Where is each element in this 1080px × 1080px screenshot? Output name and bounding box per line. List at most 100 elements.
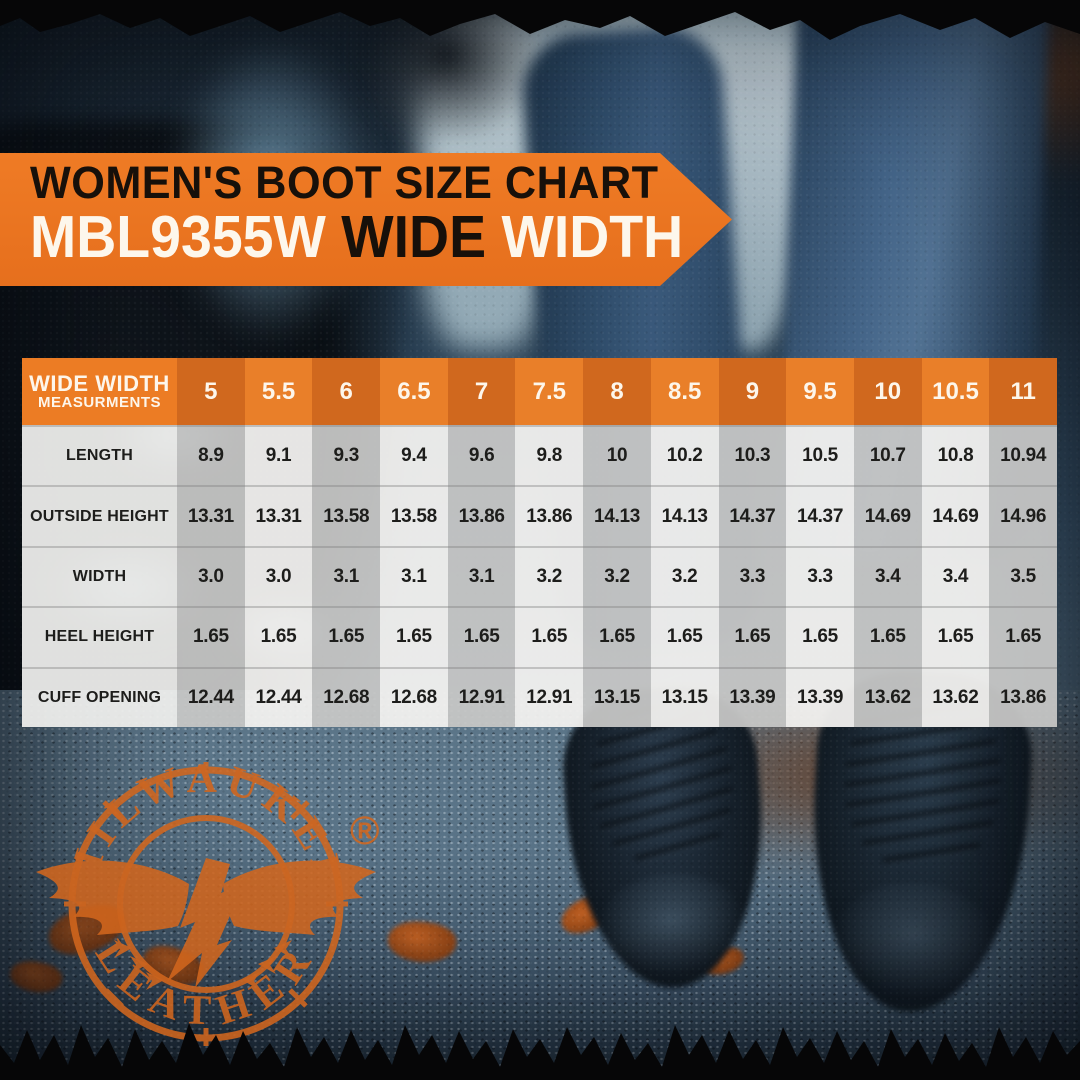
row-label: HEEL HEIGHT — [22, 606, 177, 667]
measurement-cell: 3.1 — [380, 545, 448, 607]
measurement-cell: 9.6 — [447, 425, 516, 486]
row-label: WIDTH — [22, 545, 177, 607]
measurement-cell: 12.91 — [447, 666, 516, 727]
measurement-cell: 3.1 — [312, 545, 381, 607]
measurement-cell: 10 — [583, 425, 651, 486]
measurement-cell: 14.96 — [989, 485, 1057, 546]
size-header-cell: 7.5 — [515, 358, 584, 425]
measurement-cell: 13.39 — [718, 666, 787, 727]
size-header-cell: 9 — [718, 358, 787, 425]
measurement-cell: 1.65 — [989, 606, 1057, 667]
size-header-cell: 5 — [177, 358, 245, 425]
measurement-cell: 1.65 — [447, 606, 516, 667]
measurement-cell: 3.2 — [650, 545, 719, 607]
measurement-cell: 1.65 — [786, 606, 854, 667]
measurement-cell: 12.68 — [380, 666, 448, 727]
measurement-cell: 8.9 — [177, 425, 245, 486]
size-header-cell: 10 — [853, 358, 922, 425]
measurement-cell: 14.13 — [583, 485, 651, 546]
table-header-measurements: WIDE WIDTH MEASURMENTS — [22, 358, 177, 425]
measurement-cell: 1.65 — [515, 606, 584, 667]
measurement-cell: 3.4 — [853, 545, 922, 607]
measurement-cell: 13.86 — [515, 485, 584, 546]
measurement-cell: 9.3 — [312, 425, 381, 486]
size-header-cell: 5.5 — [244, 358, 313, 425]
measurement-cell: 14.69 — [921, 485, 990, 546]
size-table: WIDE WIDTH MEASURMENTS 5 5.5 6 6.5 7 7.5 8 8.5 9… — [22, 358, 1057, 727]
leaf — [385, 917, 459, 967]
size-header-cell: 8 — [583, 358, 651, 425]
page-subtitle: MBL9355W WIDE WIDTH — [30, 207, 690, 267]
eagle-wing-left-icon — [36, 860, 189, 935]
measurement-cell: 13.58 — [380, 485, 448, 546]
measurement-cell: 9.1 — [244, 425, 313, 486]
measurement-cell: 1.65 — [380, 606, 448, 667]
torn-edge-top — [0, 0, 1080, 40]
model-number: MBL9355W — [30, 203, 342, 270]
measurement-cell: 3.3 — [786, 545, 854, 607]
measurement-cell: 3.2 — [583, 545, 651, 607]
measurement-cell: 3.0 — [244, 545, 313, 607]
measurement-cell: 10.8 — [921, 425, 990, 486]
eagle-wing-right-icon — [223, 860, 376, 935]
measurement-cell: 13.31 — [177, 485, 245, 546]
leaf — [644, 862, 698, 910]
measurement-cell: 1.65 — [853, 606, 922, 667]
measurement-cell: 12.68 — [312, 666, 381, 727]
measurement-cell: 3.5 — [989, 545, 1057, 607]
measurement-cell: 1.65 — [312, 606, 381, 667]
measurement-cell: 1.65 — [244, 606, 313, 667]
width-word: WIDTH — [501, 203, 684, 270]
size-header-cell: 6 — [312, 358, 381, 425]
measurement-cell: 10.3 — [718, 425, 787, 486]
measurement-cell: 9.4 — [380, 425, 448, 486]
measurement-cell: 12.44 — [177, 666, 245, 727]
size-header-cell: 7 — [447, 358, 516, 425]
measurement-cell: 1.65 — [650, 606, 719, 667]
measurement-cell: 13.62 — [853, 666, 922, 727]
header-line1: WIDE WIDTH — [29, 371, 170, 397]
measurement-cell: 1.65 — [177, 606, 245, 667]
measurement-cell: 13.15 — [583, 666, 651, 727]
measurement-cell: 1.65 — [718, 606, 787, 667]
measurement-cell: 13.86 — [447, 485, 516, 546]
row-label: CUFF OPENING — [22, 666, 177, 727]
measurement-cell: 13.31 — [244, 485, 313, 546]
measurement-cell: 3.4 — [921, 545, 990, 607]
size-header-cell: 10.5 — [921, 358, 990, 425]
measurement-cell: 12.91 — [515, 666, 584, 727]
measurement-cell: 13.15 — [650, 666, 719, 727]
measurement-cell: 1.65 — [583, 606, 651, 667]
leaf — [698, 945, 746, 977]
header-line2: MEASURMENTS — [37, 394, 161, 412]
registered-trademark-icon: ® — [350, 809, 379, 853]
boot-toecap — [594, 868, 750, 981]
measurement-cell: 14.37 — [718, 485, 787, 546]
measurement-cell: 10.94 — [989, 425, 1057, 486]
leaf — [555, 887, 621, 941]
measurement-cell: 13.39 — [786, 666, 854, 727]
measurement-cell: 13.62 — [921, 666, 990, 727]
boot-left — [557, 681, 774, 995]
page-title: WOMEN'S BOOT SIZE CHART — [30, 157, 659, 208]
measurement-cell: 9.8 — [515, 425, 584, 486]
size-header-cell: 9.5 — [786, 358, 854, 425]
size-header-cell: 11 — [989, 358, 1057, 425]
size-header-cell: 8.5 — [650, 358, 719, 425]
row-label: OUTSIDE HEIGHT — [22, 485, 177, 546]
torn-edge-bottom — [0, 1023, 1080, 1080]
measurement-cell: 13.86 — [989, 666, 1057, 727]
measurement-cell: 3.0 — [177, 545, 245, 607]
measurement-cell: 13.58 — [312, 485, 381, 546]
measurement-cell: 14.69 — [853, 485, 922, 546]
size-header-cell: 6.5 — [380, 358, 448, 425]
wide-word: WIDE — [341, 203, 502, 270]
measurement-cell: 12.44 — [244, 666, 313, 727]
row-label: LENGTH — [22, 425, 177, 486]
measurement-cell: 1.65 — [921, 606, 990, 667]
measurement-cell: 10.7 — [853, 425, 922, 486]
measurement-cell: 10.2 — [650, 425, 719, 486]
measurement-cell: 3.1 — [447, 545, 516, 607]
title-banner: WOMEN'S BOOT SIZE CHART MBL9355W WIDE WI… — [0, 153, 732, 286]
